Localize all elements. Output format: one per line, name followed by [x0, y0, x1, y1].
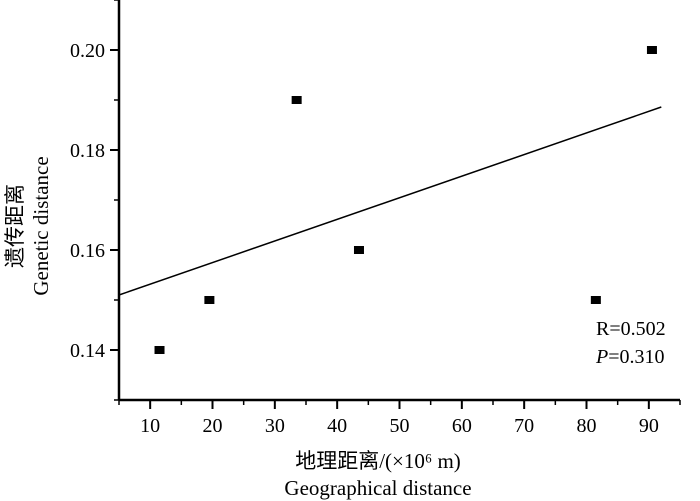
data-point [291, 96, 302, 104]
data-point [590, 296, 601, 304]
r-annotation: R=0.502 [596, 318, 666, 340]
x-tick-label: 70 [514, 415, 534, 437]
fit-line-group [118, 106, 662, 296]
y-axis-label-en: Genetic distance [29, 156, 53, 295]
data-point [204, 296, 215, 304]
x-tick-label: 40 [327, 415, 347, 437]
data-point [154, 346, 165, 354]
y-tick-label: 0.20 [70, 40, 105, 62]
y-tick-label: 0.18 [70, 140, 105, 162]
regression-line [118, 106, 662, 296]
axes [117, 0, 680, 402]
x-tick-label: 80 [577, 415, 597, 437]
data-points [154, 46, 657, 354]
p-annotation-label: P [595, 346, 608, 368]
x-axis-label-cn: 地理距离/(×10⁶ m) [295, 449, 461, 473]
y-axis-label-cn: 遗传距离 [3, 184, 27, 268]
y-axis-ticks: 0.14 0.16 0.18 0.20 [70, 0, 119, 401]
x-tick-label: 50 [390, 415, 410, 437]
p-annotation: P=0.310 [595, 346, 665, 368]
x-tick-label: 30 [265, 415, 285, 437]
y-tick-label: 0.14 [70, 340, 105, 362]
x-axis-ticks: 10 20 30 40 50 60 70 80 90 [118, 400, 681, 437]
x-axis-label-en: Geographical distance [284, 476, 471, 500]
x-tick-label: 20 [203, 415, 223, 437]
x-tick-label: 10 [140, 415, 160, 437]
y-tick-label: 0.16 [70, 240, 105, 262]
x-tick-label: 60 [452, 415, 472, 437]
p-annotation-value: =0.310 [608, 346, 664, 368]
data-point [646, 46, 657, 54]
data-point [353, 246, 364, 254]
x-tick-label: 90 [639, 415, 659, 437]
